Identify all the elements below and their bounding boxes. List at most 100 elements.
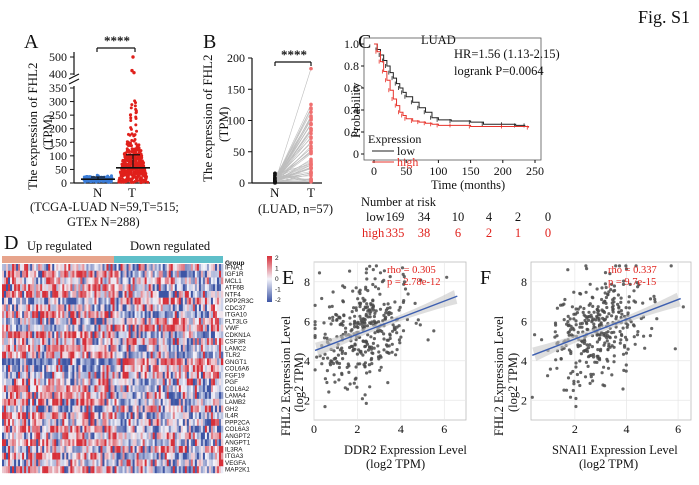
panel-a-group-t: T — [128, 185, 136, 200]
heatmap-cell — [102, 344, 105, 352]
heatmap-cell — [118, 264, 121, 271]
heatmap-cell — [104, 365, 107, 373]
heatmap-cell — [80, 459, 83, 467]
heatmap-cell — [132, 378, 135, 386]
heatmap-cell — [208, 446, 212, 453]
heatmap-cell — [136, 419, 139, 426]
heatmap-cell — [156, 344, 160, 352]
heatmap-cell — [144, 392, 147, 400]
heatmap-cell — [212, 297, 216, 305]
heatmap-cell — [212, 432, 216, 440]
heatmap-cell — [136, 270, 139, 278]
e-point — [331, 361, 336, 366]
heatmap-cell — [16, 466, 19, 474]
heatmap-cell — [70, 419, 73, 426]
heatmap-cell — [72, 304, 75, 312]
a-point-tumor — [128, 141, 132, 145]
panel-b-group-t: T — [307, 185, 315, 200]
heatmap-cell — [212, 439, 216, 447]
heatmap-cell — [60, 264, 63, 271]
heatmap-cell — [136, 311, 139, 319]
heatmap-cell — [50, 270, 53, 278]
heatmap-cell — [68, 297, 71, 305]
heatmap-cell — [16, 331, 19, 339]
heatmap-cell — [78, 338, 81, 346]
heatmap-cell — [212, 398, 216, 406]
heatmap-cell — [22, 304, 25, 312]
heatmap-cell — [160, 452, 164, 460]
heatmap-cell — [162, 439, 166, 447]
heatmap-cell — [200, 277, 204, 285]
e-point — [382, 269, 386, 273]
e-point — [341, 300, 345, 304]
heatmap-cell — [186, 365, 190, 373]
heatmap-cell — [34, 290, 37, 298]
heatmap-cell — [148, 297, 151, 305]
heatmap-cell — [62, 290, 65, 298]
heatmap-cell — [90, 466, 93, 474]
heatmap-cell — [104, 385, 107, 393]
heatmap-cell — [154, 304, 157, 312]
heatmap-cell — [122, 398, 125, 406]
heatmap-cell — [40, 412, 43, 420]
heatmap-cell — [4, 446, 7, 453]
heatmap-cell — [28, 365, 31, 373]
heatmap-cell — [196, 358, 200, 366]
heatmap-cell — [4, 405, 7, 413]
heatmap-cell — [184, 324, 188, 332]
heatmap-cell — [212, 419, 216, 426]
heatmap-cell — [40, 398, 43, 406]
heatmap-cell — [174, 385, 178, 393]
heatmap-cell — [82, 432, 85, 440]
heatmap-cell — [162, 365, 166, 373]
heatmap-cell — [212, 405, 216, 413]
heatmap-cell — [132, 385, 135, 393]
heatmap-cell — [6, 466, 9, 474]
heatmap-cell — [10, 371, 13, 379]
heatmap-cell — [206, 371, 210, 379]
heatmap-cell — [48, 446, 51, 453]
heatmap-cell — [66, 264, 69, 271]
a-point-tumor — [129, 118, 133, 122]
heatmap-cell — [58, 412, 61, 420]
heatmap-cell — [76, 277, 79, 285]
heatmap-cell — [42, 324, 45, 332]
heatmap-cell — [14, 277, 17, 285]
heatmap-cell — [184, 446, 188, 453]
heatmap-cell — [106, 392, 109, 400]
heatmap-cell — [102, 264, 105, 271]
e-point — [388, 275, 392, 279]
heatmap-cell — [172, 290, 176, 298]
heatmap-cell — [14, 459, 17, 467]
heatmap-cell — [176, 277, 180, 285]
heatmap-cell — [152, 378, 155, 386]
heatmap-cell — [200, 398, 204, 406]
heatmap-cell — [64, 371, 67, 379]
heatmap-cell — [68, 378, 71, 386]
heatmap-cell — [180, 385, 184, 393]
heatmap-cell — [36, 439, 39, 447]
b-point-tumor — [309, 135, 313, 139]
heatmap-cell — [54, 344, 57, 352]
heatmap-cell — [82, 378, 85, 386]
heatmap-cell — [46, 405, 49, 413]
heatmap-cell — [102, 371, 105, 379]
heatmap-cell — [28, 459, 31, 467]
heatmap-cell — [142, 297, 145, 305]
heatmap-cell — [98, 331, 101, 339]
heatmap-cell — [206, 284, 210, 292]
heatmap-cell — [28, 324, 31, 332]
heatmap-cell — [2, 385, 5, 393]
heatmap-cell — [142, 277, 145, 285]
f-point — [574, 365, 578, 369]
heatmap-cell — [72, 358, 75, 366]
heatmap-cell — [204, 452, 208, 460]
heatmap-cell — [90, 338, 93, 346]
heatmap-cell — [54, 297, 57, 305]
heatmap-cell — [58, 317, 61, 325]
heatmap-cell — [96, 284, 99, 292]
heatmap-cell — [48, 459, 51, 467]
heatmap-cell — [12, 446, 15, 453]
heatmap-cell — [62, 425, 65, 433]
heatmap-cell — [200, 304, 204, 312]
